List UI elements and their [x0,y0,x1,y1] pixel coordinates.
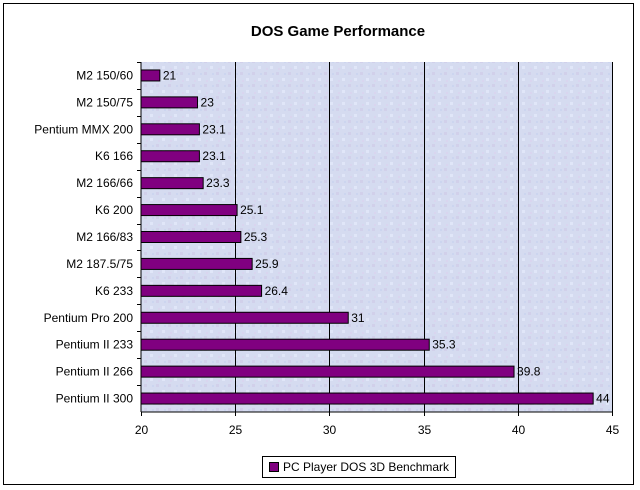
data-label: 23 [201,95,215,109]
x-tick-label: 25 [229,423,243,437]
data-label: 39.8 [517,365,541,379]
bar [140,231,242,243]
category-label: Pentium II 300 [56,392,134,406]
x-tick-label: 20 [135,423,149,437]
bar [140,338,430,351]
bar [140,392,594,405]
legend: PC Player DOS 3D Benchmark [262,456,457,478]
x-tick-label: 35 [418,423,432,437]
chart-title: DOS Game Performance [251,23,425,40]
category-label: M2 187.5/75 [66,257,133,271]
legend-label: PC Player DOS 3D Benchmark [283,460,450,474]
bar [140,365,515,378]
category-label: M2 166/83 [76,230,133,244]
x-tick-label: 40 [512,423,526,437]
x-tick-label: 45 [606,423,620,437]
data-label: 31 [351,311,365,325]
bar [140,204,238,217]
category-label: Pentium II 233 [56,338,134,352]
category-label: K6 200 [95,203,133,217]
x-tick-label: 30 [323,423,337,437]
category-label: M2 166/66 [76,176,133,190]
data-label: 23.1 [202,122,226,136]
bar [140,311,349,324]
category-labels: M2 150/60 M2 150/75 Pentium MMX 200 K6 166 M… [34,68,133,405]
category-label: M2 150/75 [76,95,133,109]
data-labels: 21 23 23.1 23.1 23.3 25.1 25.3 25.9 26.4 31 35.3 39… [163,68,610,405]
data-label: 35.3 [432,338,456,352]
bar [140,150,200,163]
category-label: M2 150/60 [76,68,133,82]
data-label: 23.1 [202,149,226,163]
data-label: 23.3 [206,176,230,190]
category-label: Pentium Pro 200 [44,311,134,325]
category-label: K6 233 [95,284,133,298]
data-label: 25.3 [244,230,268,244]
bar [140,96,199,109]
data-label: 44 [596,392,610,406]
category-label: K6 166 [95,149,133,163]
category-label: Pentium MMX 200 [34,122,133,136]
data-label: 21 [163,68,177,82]
gridlines [235,62,613,412]
legend-swatch [269,462,279,472]
data-label: 26.4 [265,284,289,298]
x-axis-ticks: 20 25 30 35 40 45 [135,62,620,437]
bar [140,257,253,270]
bar [140,69,161,82]
category-label: Pentium II 266 [56,365,134,379]
bar [140,284,263,297]
data-label: 25.1 [240,203,264,217]
bar [140,177,204,190]
bar [140,123,200,136]
data-label: 25.9 [255,257,279,271]
